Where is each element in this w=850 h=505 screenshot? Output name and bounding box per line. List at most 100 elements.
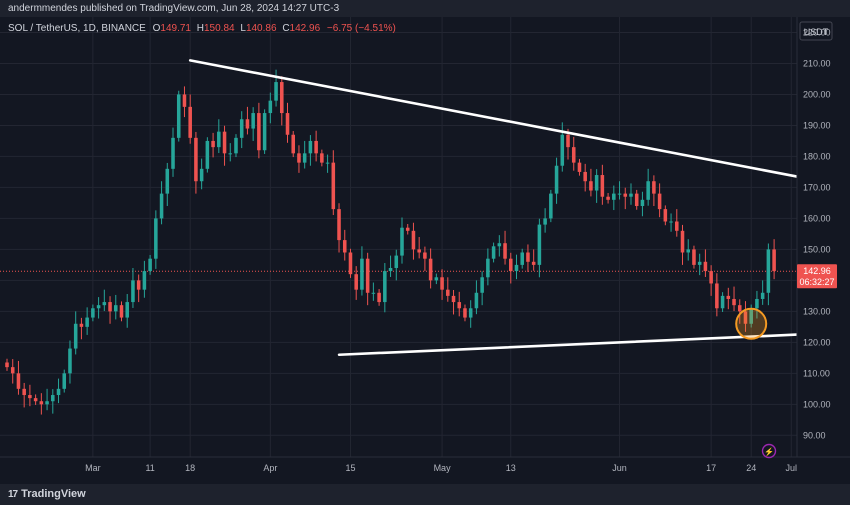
candle-body <box>33 398 38 402</box>
candle-body <box>697 261 702 265</box>
x-tick-label: 17 <box>706 463 716 473</box>
y-tick-label: 150.00 <box>803 244 831 254</box>
candle-body <box>652 181 656 194</box>
y-axis-ticks: 90.00100.00110.00120.00130.00140.00150.0… <box>803 27 831 440</box>
candle-body <box>211 140 215 148</box>
candle-body <box>531 261 536 265</box>
candle-body <box>154 218 158 259</box>
candle-body <box>537 224 542 265</box>
candle-body <box>732 298 736 306</box>
x-tick-label: 18 <box>185 463 195 473</box>
candle-body <box>39 401 44 405</box>
candle-body <box>239 119 244 138</box>
candle-body <box>463 308 467 318</box>
candle-body <box>446 289 450 296</box>
candle-body <box>68 348 72 374</box>
candle-body <box>280 82 284 114</box>
candle-body <box>320 153 324 163</box>
change-value: −6.75 (−4.51%) <box>327 23 396 34</box>
candle-body <box>268 100 273 114</box>
y-tick-label: 160.00 <box>803 213 831 223</box>
footer-bar: 17 TradingView <box>0 484 850 505</box>
tradingview-logo[interactable]: 17 TradingView <box>8 488 86 500</box>
candle-body <box>577 162 582 172</box>
candle-body <box>703 261 708 272</box>
x-tick-label: Jul <box>786 463 798 473</box>
candle-body <box>766 249 771 293</box>
candle-body <box>417 249 421 253</box>
y-tick-label: 120.00 <box>803 337 831 347</box>
candles[interactable] <box>5 69 776 415</box>
candle-body <box>480 277 484 293</box>
candle-body <box>96 305 101 309</box>
last-price-box <box>797 264 837 289</box>
y-tick-label: 190.00 <box>803 120 831 130</box>
candle-body <box>297 153 301 163</box>
candle-body <box>102 302 107 306</box>
x-tick-label: Jun <box>612 463 627 473</box>
flash-icon-glyph: ⚡ <box>764 447 774 457</box>
candle-body <box>737 305 742 312</box>
candle-body <box>171 137 175 169</box>
candle-body <box>56 388 61 396</box>
low-value: 140.86 <box>246 23 277 34</box>
low-label: L <box>240 23 246 34</box>
candle-body <box>222 131 227 154</box>
candle-body <box>388 267 393 272</box>
candle-body <box>228 153 233 155</box>
flash-icon[interactable] <box>761 443 777 459</box>
price-scale[interactable] <box>797 17 850 484</box>
highlight-circle[interactable] <box>735 307 768 340</box>
x-tick-label: Apr <box>263 463 277 473</box>
y-tick-label: 130.00 <box>803 306 831 316</box>
x-tick-label: 24 <box>746 463 756 473</box>
close-value: 142.96 <box>290 23 321 34</box>
y-tick-label: 210.00 <box>803 58 831 68</box>
candle-body <box>623 193 628 197</box>
candle-body <box>62 373 67 389</box>
candle-body <box>749 308 753 324</box>
candle-body <box>646 181 650 200</box>
candle-body <box>159 193 164 219</box>
candle-body <box>554 165 559 194</box>
trendline <box>337 333 799 357</box>
candle-body <box>434 277 439 281</box>
y-tick-label: 90.00 <box>803 430 826 440</box>
candle-body <box>508 258 513 272</box>
last-price-label: 142.96 <box>803 266 831 276</box>
highlight-marker <box>735 307 768 340</box>
candle-body <box>566 134 570 148</box>
candle-body <box>5 362 9 368</box>
y-tick-label: 220.00 <box>803 27 831 37</box>
candle-body <box>79 323 84 327</box>
publish-bar: andermmendes published on TradingView.co… <box>0 0 850 17</box>
trendline <box>188 59 799 178</box>
candle-body <box>119 305 124 318</box>
currency-button[interactable] <box>799 21 833 41</box>
candle-body <box>251 113 255 129</box>
candle-body <box>669 221 673 223</box>
candle-body <box>125 302 129 318</box>
svg-text:SOL / TetherUS, 1D, BINANCE: SOL / TetherUS, 1D, BINANCE O149.71 H150… <box>8 23 396 34</box>
candle-body <box>182 94 187 107</box>
x-tick-label: 15 <box>345 463 355 473</box>
price-chart[interactable]: SOL / TetherUS, 1D, BINANCE O149.71 H150… <box>0 17 850 484</box>
countdown-label: 06:32:27 <box>799 277 834 287</box>
candle-body <box>675 221 679 231</box>
candle-body <box>423 252 427 259</box>
candle-body <box>314 140 318 154</box>
candle-body <box>549 193 553 219</box>
candle-body <box>726 295 731 299</box>
candle-body <box>308 140 313 154</box>
candle-body <box>348 252 353 275</box>
publish-info: andermmendes published on TradingView.co… <box>8 3 340 14</box>
candle-body <box>365 258 370 293</box>
candle-body <box>194 137 198 182</box>
candle-body <box>503 243 507 259</box>
candle-body <box>136 280 141 290</box>
trendlines[interactable] <box>188 59 799 357</box>
candle-body <box>772 249 776 272</box>
candle-body <box>760 292 765 299</box>
candle-body <box>457 302 462 309</box>
candle-body <box>165 168 170 194</box>
